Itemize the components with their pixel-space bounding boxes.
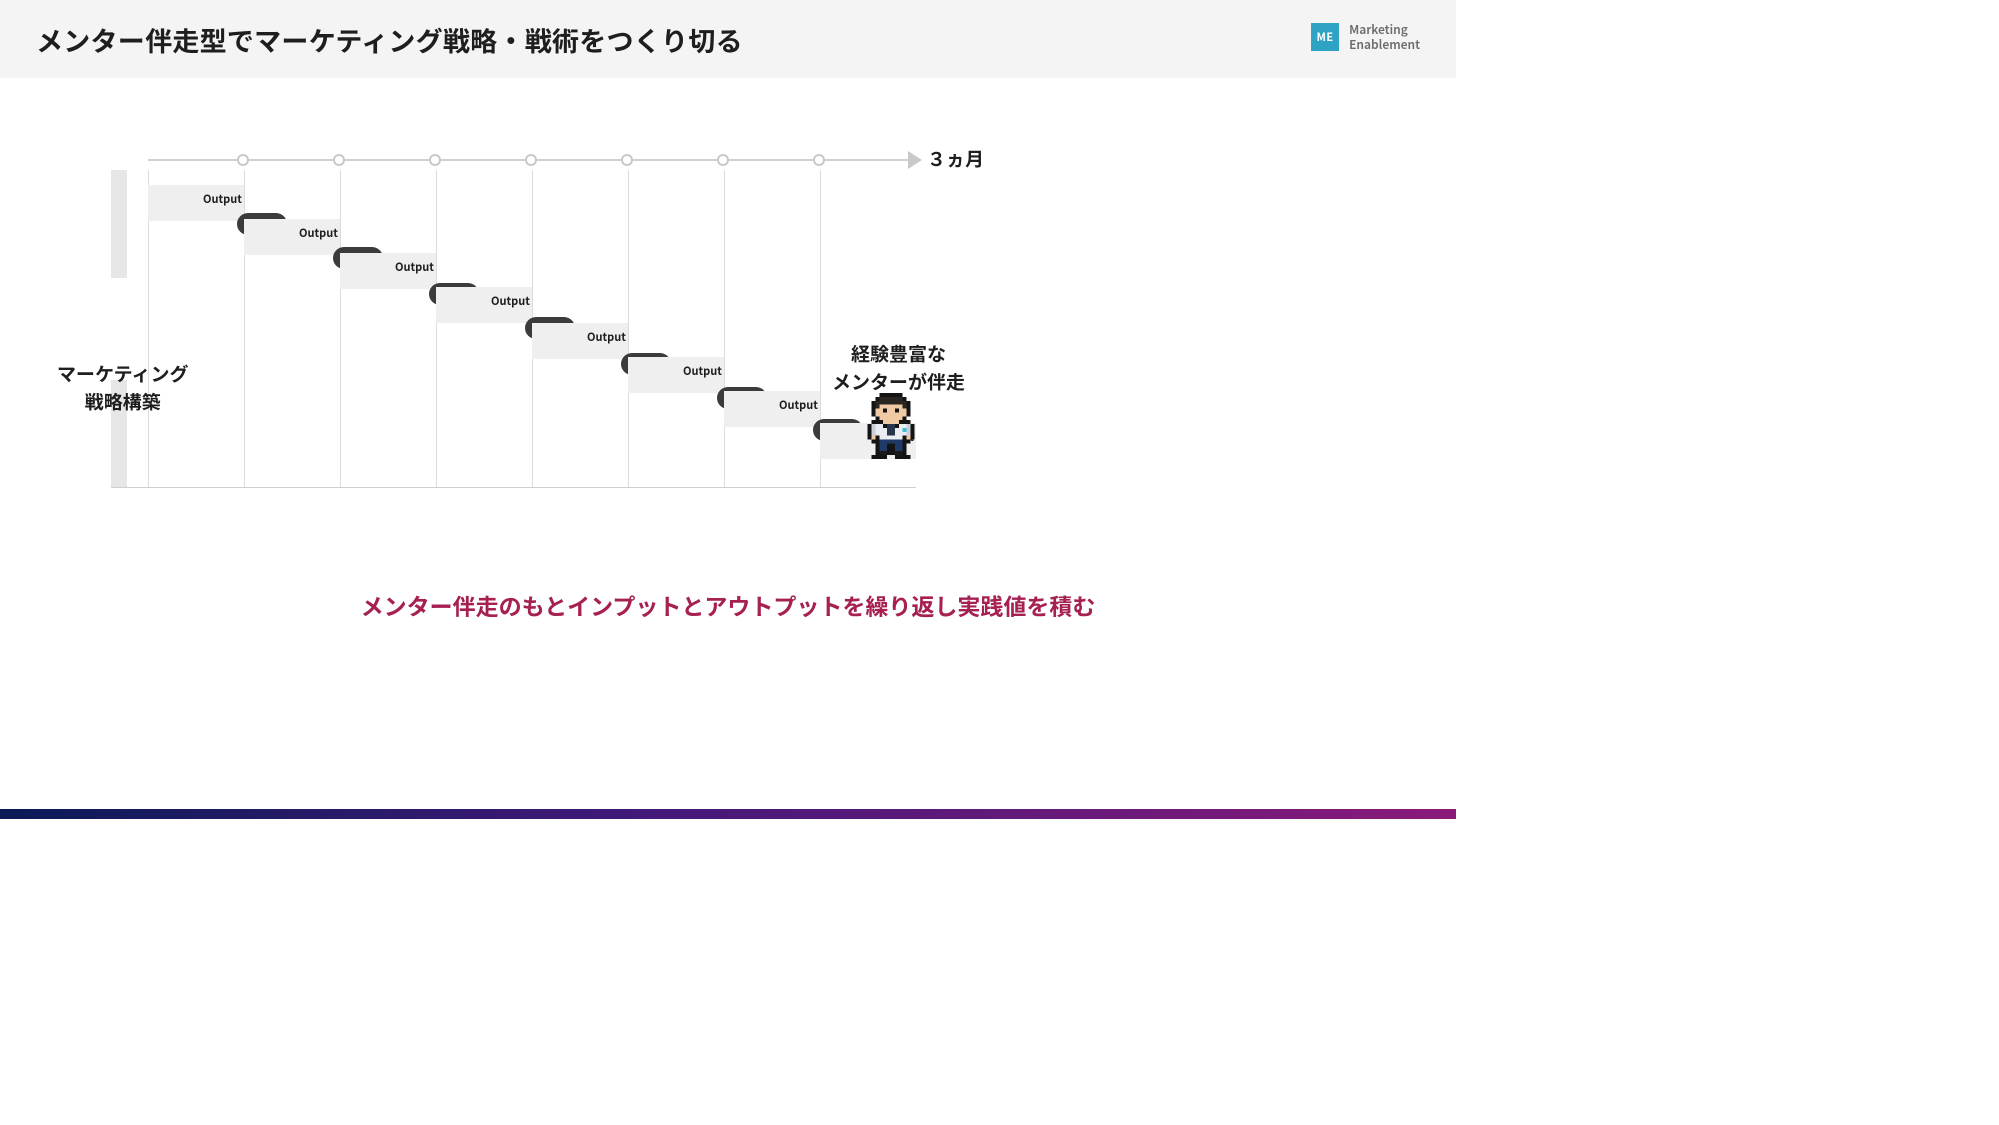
step-output-label: Output (395, 259, 434, 275)
timeline-dot (525, 154, 537, 166)
right-caption: 経験豊富な メンターが伴走 (832, 340, 965, 395)
timeline-dot (237, 154, 249, 166)
chart-baseline (111, 487, 916, 488)
chart-index-block (111, 170, 127, 278)
timeline-dot (429, 154, 441, 166)
chart-column (628, 170, 629, 488)
chart-column (436, 170, 437, 488)
step-output-label: Output (299, 225, 338, 241)
timeline-dot (333, 154, 345, 166)
footer-strip (0, 809, 1456, 819)
timeline-arrow-icon (908, 151, 922, 169)
chart-column (724, 170, 725, 488)
brand-logo-badge: ME (1311, 23, 1339, 51)
header: メンター伴走型でマーケティング戦略・戦術をつくり切る ME Marketing … (0, 0, 1456, 78)
timeline-end-label: ３ヵ月 (927, 145, 984, 172)
timeline (148, 154, 928, 166)
right-caption-line1: 経験豊富な (832, 340, 965, 368)
mentor-avatar (863, 393, 919, 459)
left-caption: マーケティング 戦略構築 (57, 360, 188, 415)
step-output-label: Output (779, 397, 818, 413)
bottom-tagline: メンター伴走のもとインプットとアウトプットを繰り返し実践値を積む (0, 588, 1456, 622)
step-output-label: Output (203, 191, 242, 207)
diagram-stage: ３ヵ月 Output1on1Output1on1Output1on1Output… (0, 78, 1456, 819)
step-output-label: Output (491, 293, 530, 309)
chart-column (340, 170, 341, 488)
right-caption-line2: メンターが伴走 (832, 368, 965, 396)
brand-logo-line2: Enablement (1349, 37, 1420, 52)
left-caption-line2: 戦略構築 (57, 388, 188, 416)
brand-logo-line1: Marketing (1349, 22, 1420, 37)
step-output-label: Output (683, 363, 722, 379)
left-caption-line1: マーケティング (57, 360, 188, 388)
timeline-dot (717, 154, 729, 166)
step-output-label: Output (587, 329, 626, 345)
page-title: メンター伴走型でマーケティング戦略・戦術をつくり切る (36, 20, 743, 59)
timeline-dot (813, 154, 825, 166)
brand-logo-text: Marketing Enablement (1349, 22, 1420, 52)
brand-logo: ME Marketing Enablement (1311, 22, 1420, 52)
timeline-dot (621, 154, 633, 166)
